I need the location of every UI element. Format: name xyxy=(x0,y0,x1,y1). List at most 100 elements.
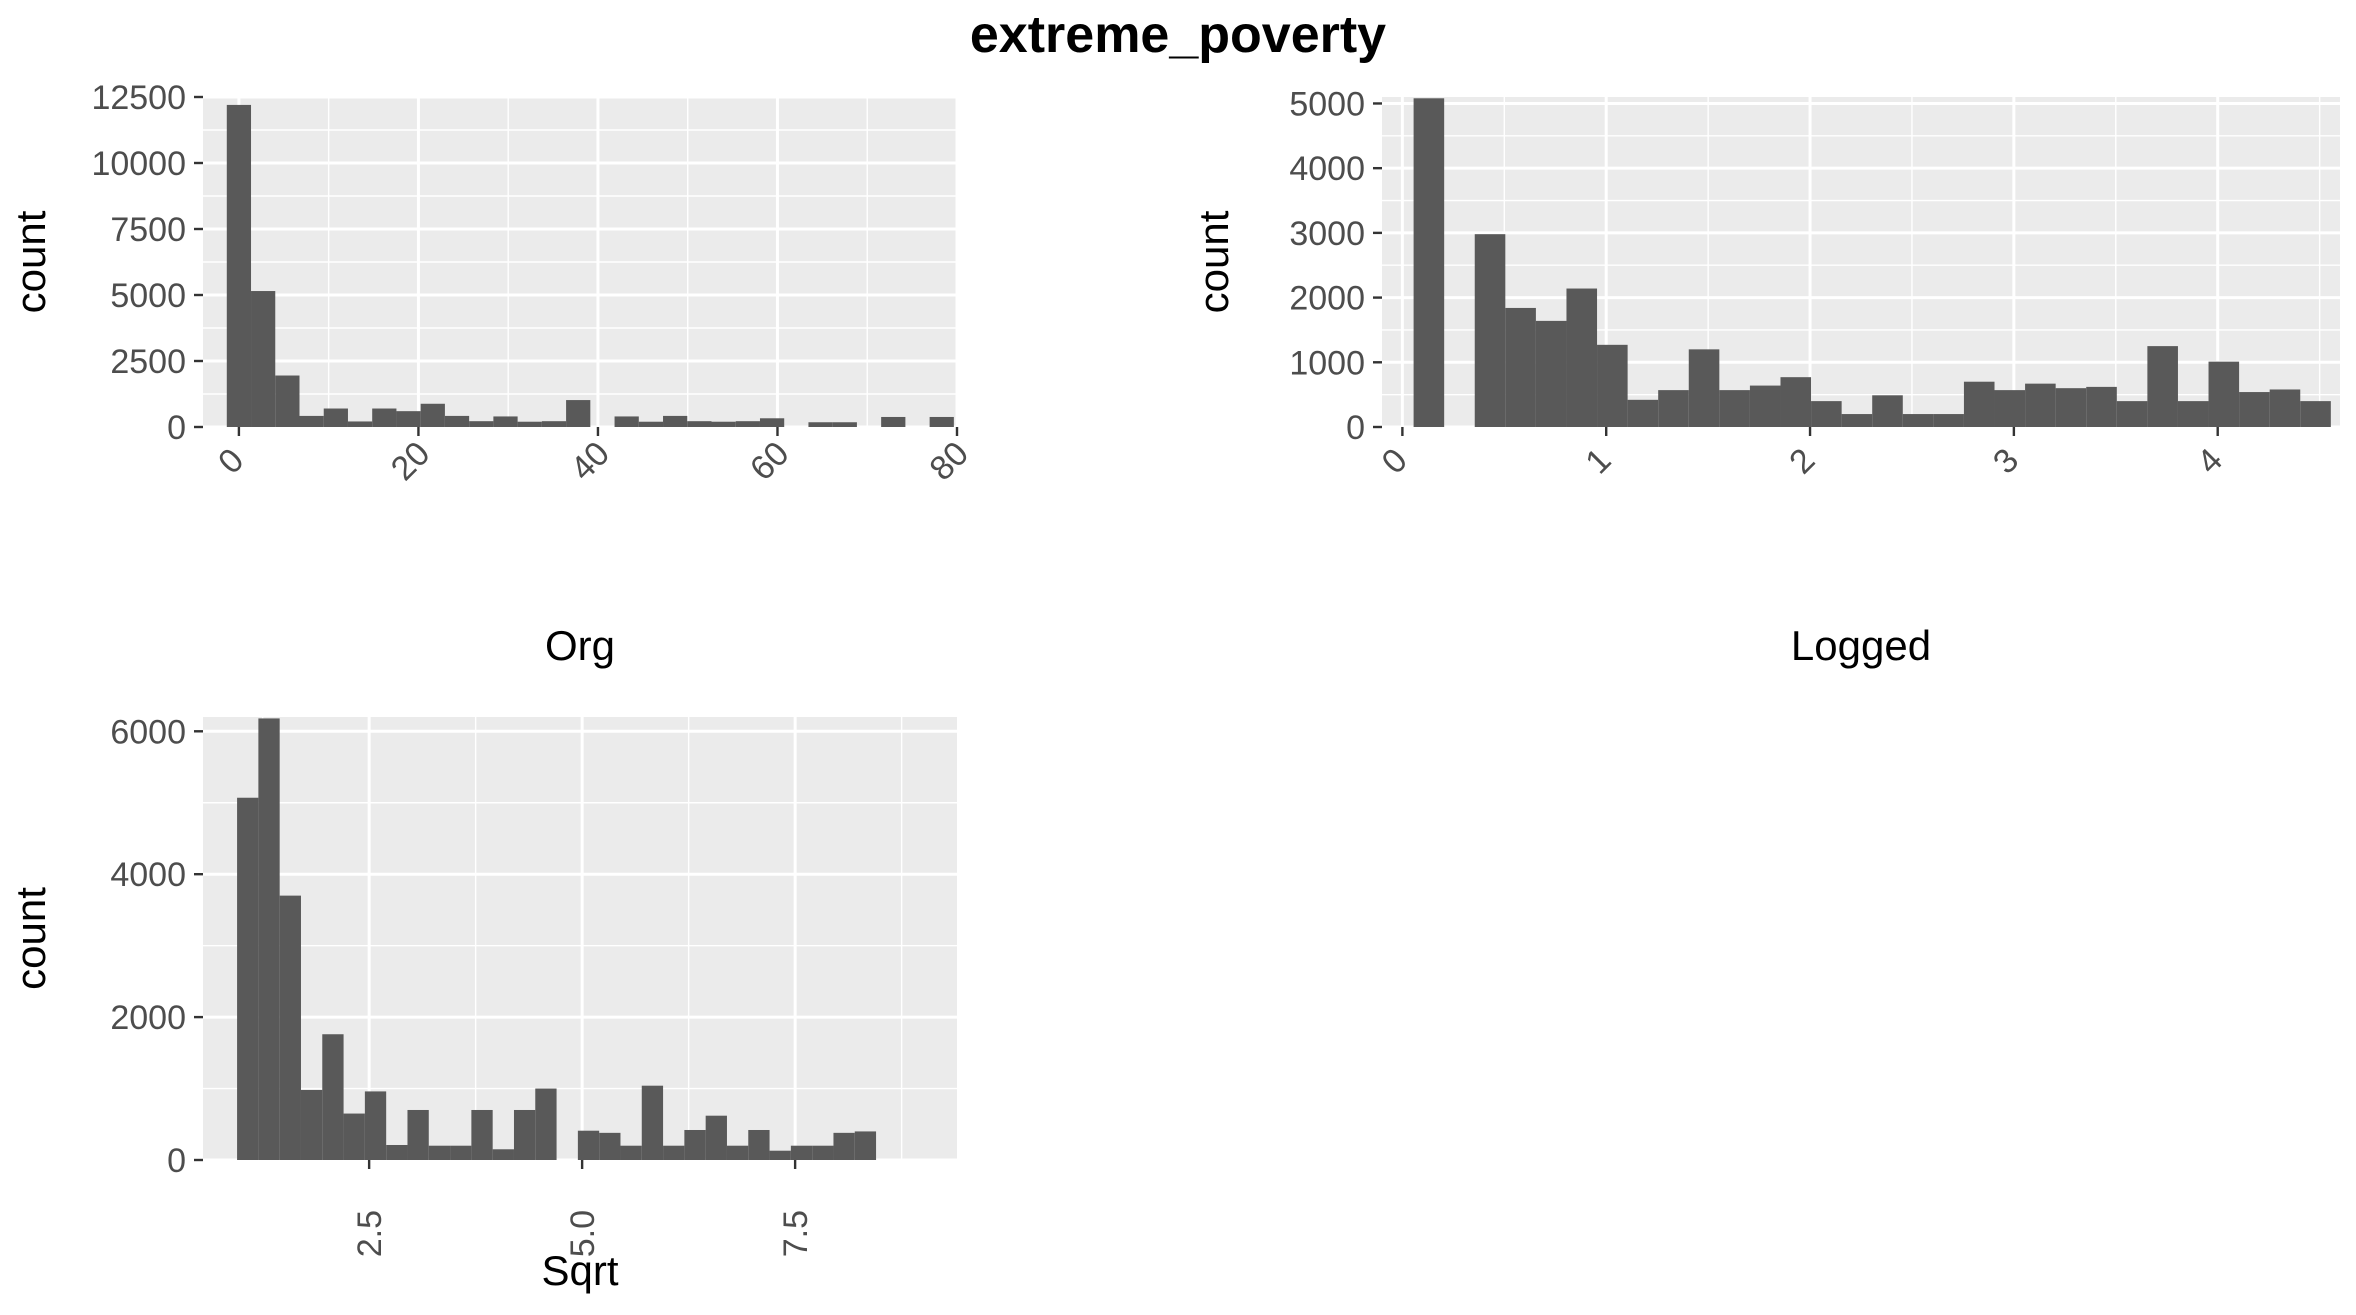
sqrt-bar xyxy=(769,1150,791,1160)
org-bar xyxy=(566,400,591,427)
sqrt-bar xyxy=(471,1109,493,1160)
org-bar xyxy=(251,291,276,427)
org-bar xyxy=(711,421,736,427)
logged-bar xyxy=(1413,98,1445,427)
sqrt-histogram-panel: 0 2000 4000 6000 2.5 5.0 7.5 Sqrt count xyxy=(7,713,957,1294)
logged-bar xyxy=(2025,383,2056,427)
org-x-tick-label: 80 xyxy=(922,434,976,488)
org-bar xyxy=(299,415,324,427)
logged-x-tick-label: 2 xyxy=(1782,441,1822,481)
org-x-axis-label: Org xyxy=(545,622,615,669)
logged-x-tick-label: 1 xyxy=(1578,441,1618,481)
logged-bar xyxy=(2147,346,2178,427)
logged-bar xyxy=(1719,390,1750,427)
sqrt-bar xyxy=(726,1145,749,1160)
logged-bar xyxy=(1597,344,1628,427)
sqrt-bar xyxy=(577,1130,600,1160)
org-x-tick-label: 40 xyxy=(563,434,617,488)
org-bar xyxy=(541,421,567,427)
logged-bar xyxy=(1658,390,1689,427)
org-y-tick-label: 12500 xyxy=(91,79,186,117)
logged-x-tick-label: 4 xyxy=(2190,441,2230,481)
org-bar xyxy=(275,375,300,427)
org-bar xyxy=(420,403,445,427)
org-bar xyxy=(517,421,542,427)
org-x-tick-label: 20 xyxy=(384,434,438,488)
logged-y-tick-label: 3000 xyxy=(1289,215,1365,253)
logged-bar xyxy=(1841,414,1873,427)
logged-bar xyxy=(2116,401,2148,427)
logged-y-tick-label: 4000 xyxy=(1289,150,1365,188)
sqrt-bar xyxy=(535,1088,557,1160)
logged-bar xyxy=(2239,392,2270,427)
org-bar xyxy=(687,421,712,427)
sqrt-bar xyxy=(513,1109,536,1160)
logged-x-tick-label: 3 xyxy=(1986,441,2026,481)
org-y-tick-label: 7500 xyxy=(110,211,186,249)
logged-bar xyxy=(1535,320,1567,427)
sqrt-x-tick-label: 7.5 xyxy=(777,1210,815,1257)
org-bar xyxy=(808,422,833,427)
org-y-tick-label: 0 xyxy=(167,409,186,447)
sqrt-bar xyxy=(812,1145,834,1160)
sqrt-bar xyxy=(279,895,301,1160)
sqrt-y-tick-label: 2000 xyxy=(110,999,186,1037)
org-bar xyxy=(323,408,348,427)
logged-bar xyxy=(1474,234,1506,427)
logged-y-axis-label: count xyxy=(1190,210,1237,313)
logged-bar xyxy=(2208,361,2240,427)
org-bar xyxy=(759,418,785,427)
sqrt-y-tick-label: 6000 xyxy=(110,713,186,751)
org-bar xyxy=(929,416,954,427)
sqrt-y-axis-label: count xyxy=(7,887,54,990)
sqrt-bar xyxy=(748,1129,770,1160)
logged-bar xyxy=(1780,377,1812,427)
logged-bar xyxy=(1505,307,1536,427)
sqrt-bar xyxy=(833,1132,855,1160)
logged-bar xyxy=(1872,395,1903,427)
sqrt-bar xyxy=(407,1109,429,1160)
sqrt-bar xyxy=(364,1091,387,1160)
org-bar xyxy=(396,411,421,427)
sqrt-bar xyxy=(343,1113,365,1160)
sqrt-bar xyxy=(258,718,280,1160)
sqrt-bar xyxy=(450,1145,472,1160)
logged-x-axis-label: Logged xyxy=(1791,622,1931,669)
logged-y-tick-label: 2000 xyxy=(1289,280,1365,318)
sqrt-bar xyxy=(705,1115,727,1160)
figure-title: extreme_poverty xyxy=(970,6,1386,64)
sqrt-bar xyxy=(790,1145,813,1160)
sqrt-bar xyxy=(663,1145,685,1160)
sqrt-bar xyxy=(322,1034,344,1160)
sqrt-x-tick-label: 5.0 xyxy=(564,1210,602,1257)
logged-y-tick-label: 1000 xyxy=(1289,344,1365,382)
org-bar xyxy=(444,415,470,427)
sqrt-bar xyxy=(300,1089,323,1160)
sqrt-bars xyxy=(237,718,877,1160)
logged-bar xyxy=(1688,349,1720,427)
logged-bar xyxy=(1811,401,1842,427)
org-bar xyxy=(881,416,906,427)
logged-bar xyxy=(2269,389,2301,427)
logged-bar xyxy=(1566,288,1598,427)
org-histogram-panel: 0 2500 5000 7500 10000 12500 0 20 40 60 80 Org count xyxy=(7,79,976,669)
org-y-tick-label: 10000 xyxy=(91,145,186,183)
sqrt-x-axis-label: Sqrt xyxy=(541,1247,618,1294)
org-y-axis-label: count xyxy=(7,210,54,313)
sqrt-bar xyxy=(599,1132,621,1160)
org-bar xyxy=(226,104,252,428)
org-bar xyxy=(832,422,857,427)
logged-bar xyxy=(2086,386,2117,427)
logged-y-tick-label: 5000 xyxy=(1289,85,1365,123)
logged-x-tick-label: 0 xyxy=(1374,441,1414,481)
sqrt-bar xyxy=(492,1149,514,1160)
sqrt-bar xyxy=(641,1085,664,1160)
sqrt-bar xyxy=(386,1144,408,1160)
logged-bars xyxy=(1413,98,2331,427)
logged-bar xyxy=(2055,388,2087,427)
org-bar xyxy=(663,415,688,427)
org-x-tick-label: 60 xyxy=(743,434,797,488)
sqrt-y-tick-label: 4000 xyxy=(110,856,186,894)
